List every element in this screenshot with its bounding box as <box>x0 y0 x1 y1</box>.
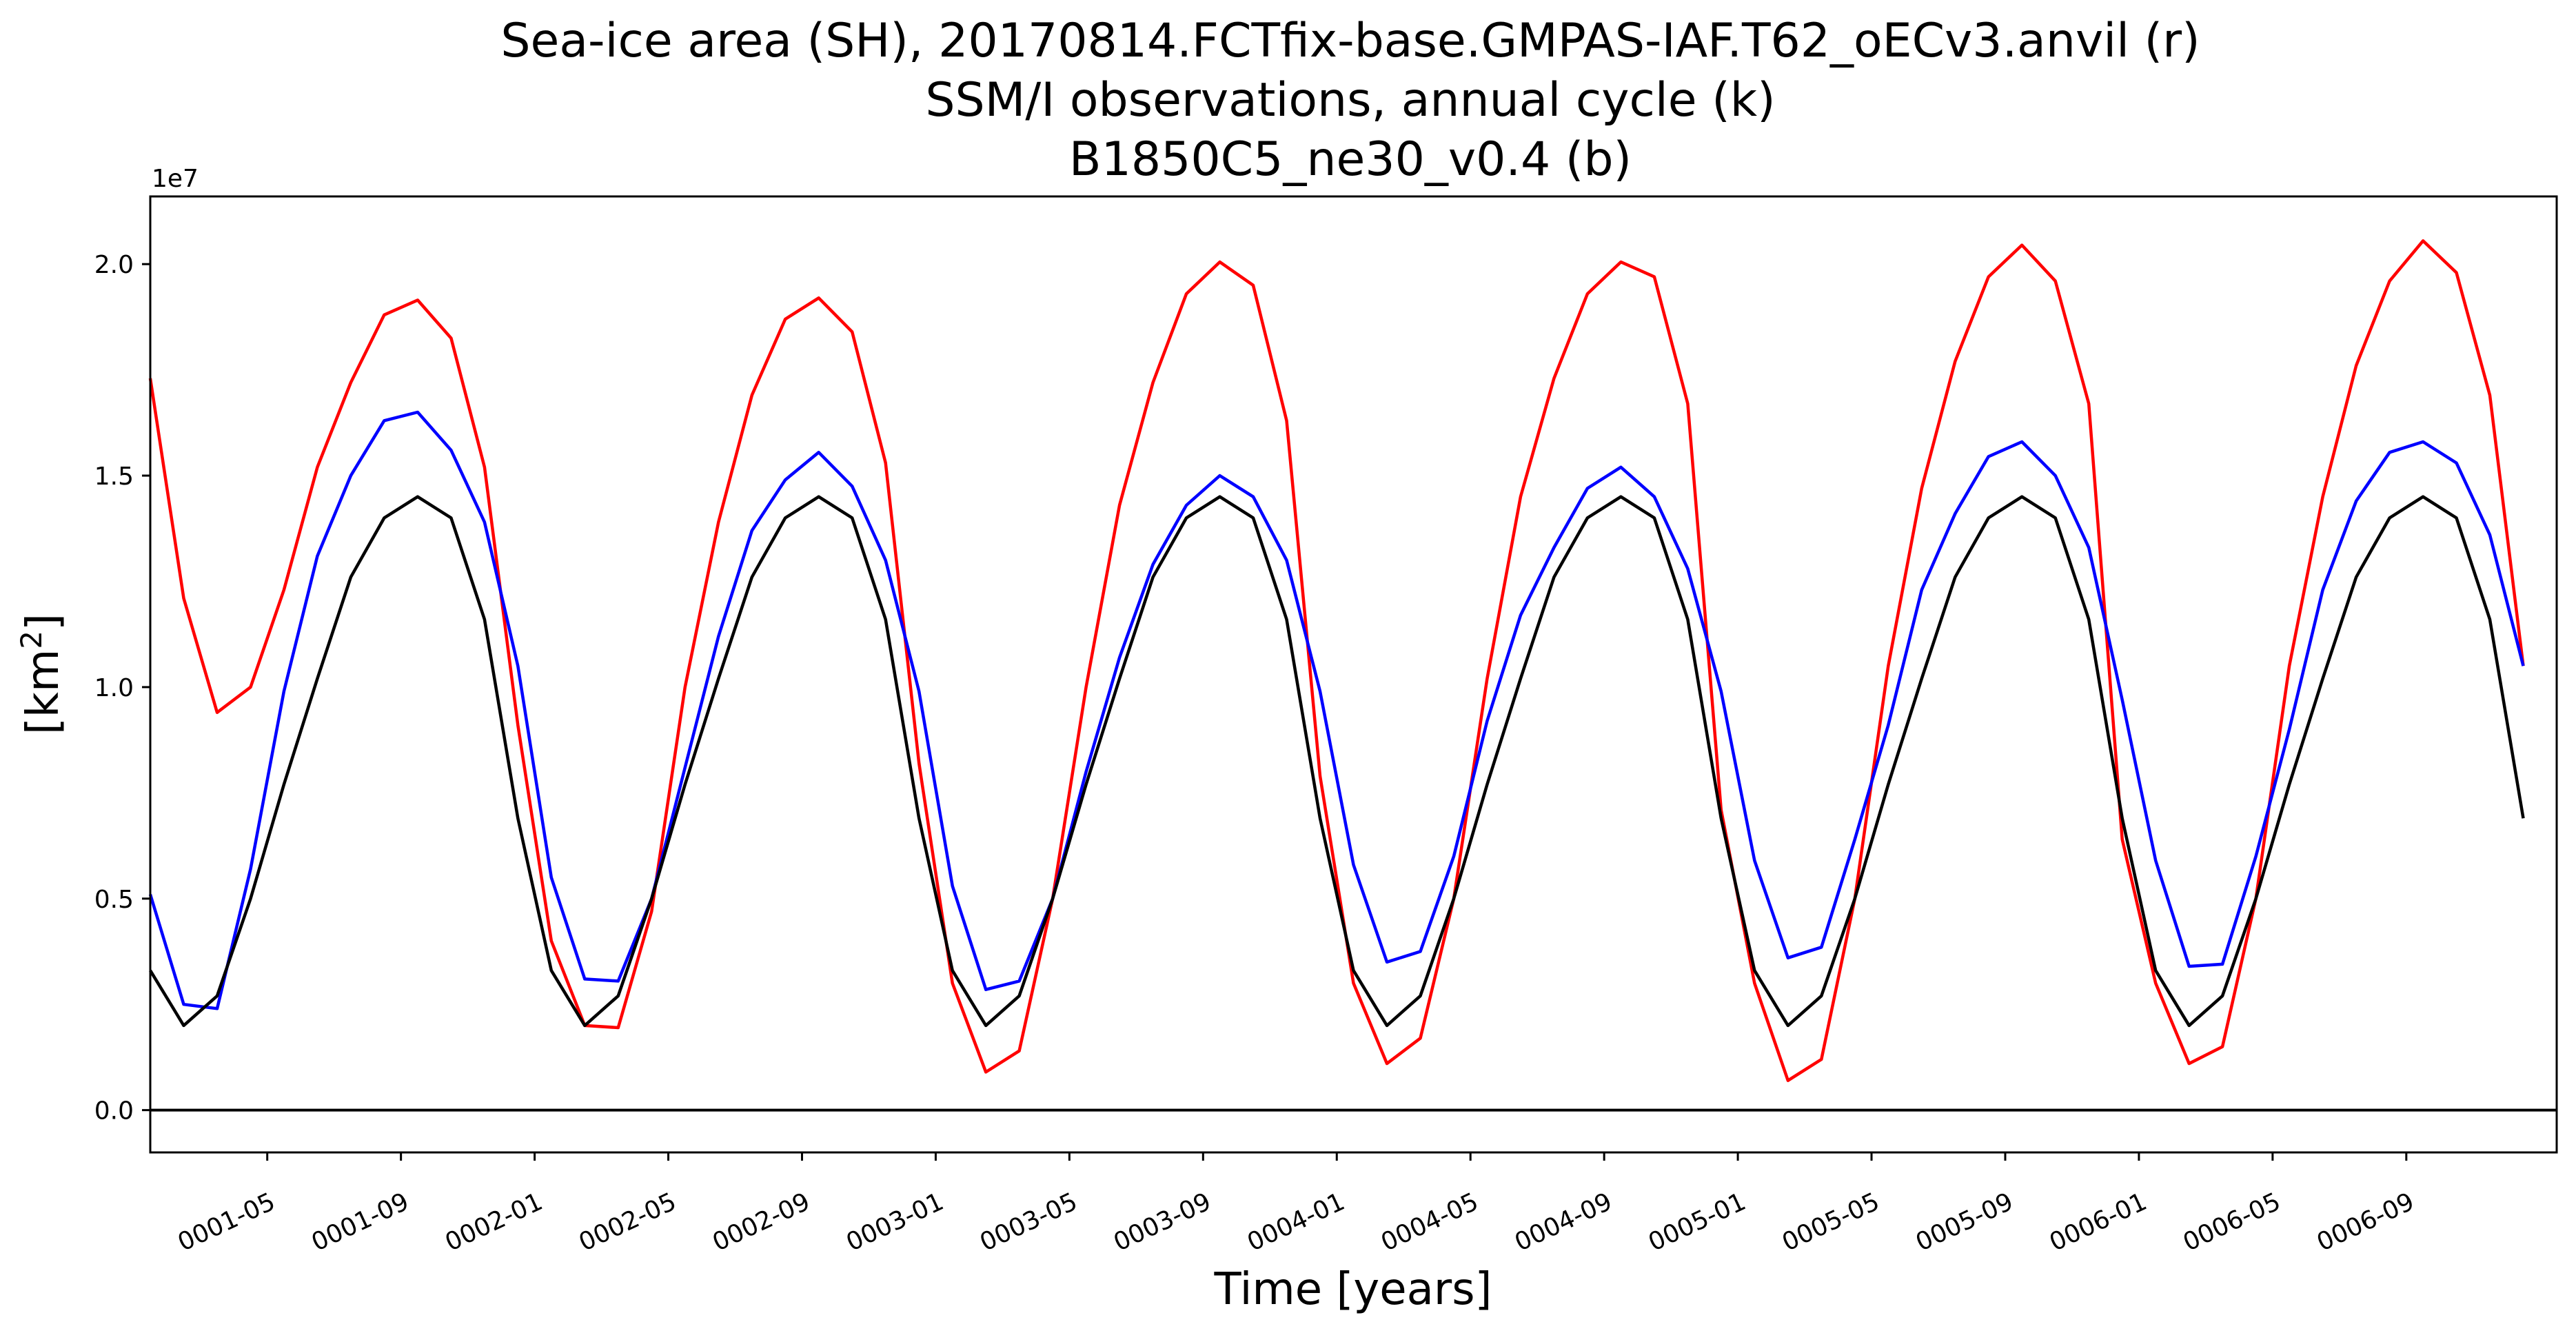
x-tick-label: 0003-09 <box>1109 1188 1215 1257</box>
y-axis: 0.0 0.5 1.0 1.5 2.0 <box>94 251 150 1126</box>
x-tick-label: 0002-05 <box>575 1188 681 1257</box>
y-tick-label: 1.0 <box>94 674 134 702</box>
x-tick-label: 0002-01 <box>441 1188 547 1257</box>
x-tick-label: 0004-09 <box>1510 1188 1616 1257</box>
y-axis-label: [km2] <box>14 613 70 735</box>
x-tick-label: 0005-01 <box>1644 1188 1750 1257</box>
y-tick-label: 1.5 <box>94 462 134 491</box>
x-axis-label: Time [years] <box>1213 1264 1492 1315</box>
series-layer <box>148 239 2525 1082</box>
y-offset-label: 1e7 <box>152 165 199 193</box>
series-line-1 <box>148 239 2525 1082</box>
y-axis-label-base: [km <box>18 649 69 735</box>
chart-title-line-3: B1850C5_ne30_v0.4 (b) <box>1069 132 1632 187</box>
x-tick-label: 0003-01 <box>842 1188 949 1257</box>
x-tick-label: 0004-05 <box>1377 1188 1483 1257</box>
x-tick-label: 0006-01 <box>2045 1188 2151 1257</box>
x-tick-label: 0006-09 <box>2313 1188 2419 1257</box>
chart-title: Sea-ice area (SH), 20170814.FCTfix-base.… <box>500 14 2200 187</box>
plot-frame <box>149 195 2558 1154</box>
chart-title-line-1: Sea-ice area (SH), 20170814.FCTfix-base.… <box>500 14 2200 68</box>
chart-title-line-2: SSM/I observations, annual cycle (k) <box>925 73 1775 128</box>
y-axis-label-end: ] <box>18 613 69 631</box>
y-tick-label: 2.0 <box>94 251 134 279</box>
x-tick-label: 0001-09 <box>307 1188 414 1257</box>
series-line-3 <box>149 495 2525 1028</box>
x-tick-label: 0005-05 <box>1778 1188 1884 1257</box>
x-tick-label: 0002-09 <box>709 1188 815 1257</box>
x-tick-label: 0006-05 <box>2179 1188 2285 1257</box>
y-axis-label-superscript: 2 <box>14 631 48 649</box>
series-line-2 <box>148 410 2525 1010</box>
y-tick-label: 0.0 <box>94 1097 134 1126</box>
x-tick-label: 0004-01 <box>1243 1188 1349 1257</box>
x-axis: 0001-05 0001-09 0002-01 0002-05 0002-09 0003-… <box>174 1152 2419 1257</box>
y-tick-label: 0.5 <box>94 886 134 914</box>
x-tick-label: 0003-05 <box>976 1188 1082 1257</box>
x-tick-label: 0001-05 <box>174 1188 280 1257</box>
x-tick-label: 0005-09 <box>1911 1188 2018 1257</box>
